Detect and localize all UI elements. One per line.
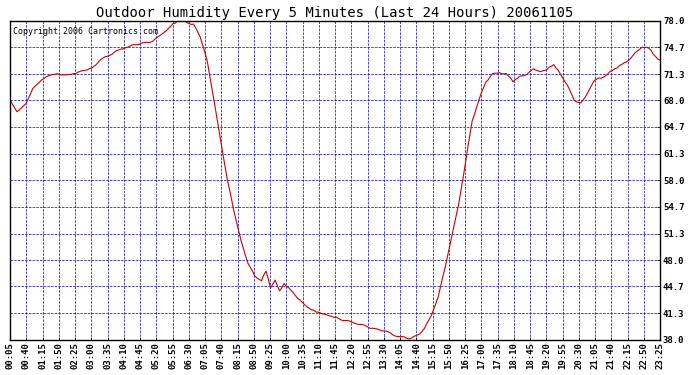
- Text: Copyright 2006 Cartronics.com: Copyright 2006 Cartronics.com: [13, 27, 158, 36]
- Title: Outdoor Humidity Every 5 Minutes (Last 24 Hours) 20061105: Outdoor Humidity Every 5 Minutes (Last 2…: [97, 6, 574, 20]
